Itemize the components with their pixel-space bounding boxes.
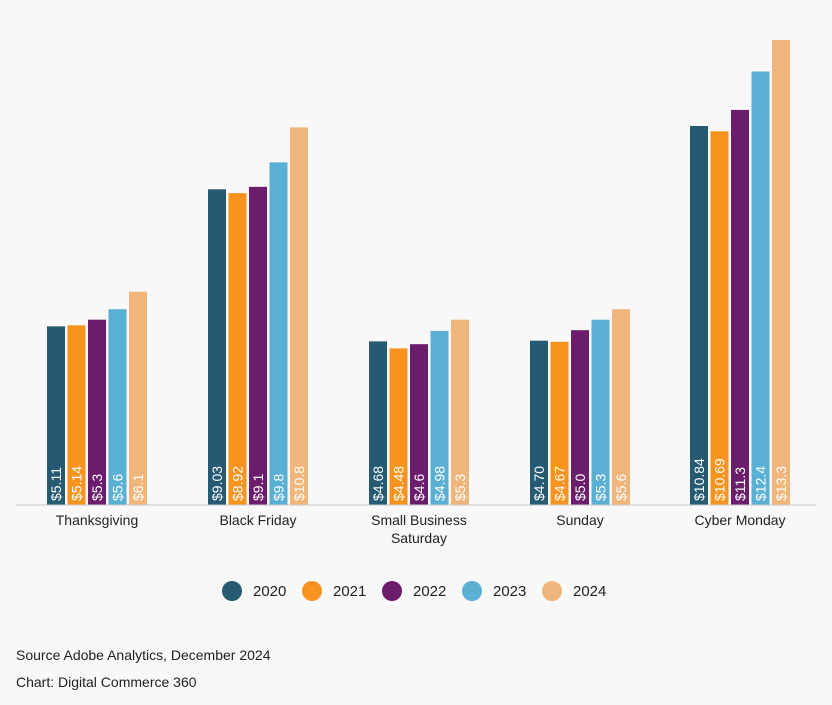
data-label-thanksgiving-2024: $6.1 — [130, 474, 146, 501]
bar-thanksgiving-2022 — [88, 319, 106, 505]
bar-sunday-2022 — [571, 330, 589, 505]
data-label-cyber-monday-2020: $10.84 — [691, 458, 707, 501]
bar-black-friday-2021 — [228, 193, 247, 505]
data-label-sunday-2023: $5.3 — [593, 474, 609, 501]
data-label-black-friday-2021: $8.92 — [230, 466, 246, 501]
data-label-sunday-2022: $5.0 — [572, 474, 588, 501]
bar-cyber-monday-2023 — [751, 71, 770, 505]
bar-small-business-saturday-2020 — [369, 341, 387, 505]
legend-swatch-2020 — [222, 581, 242, 601]
data-label-thanksgiving-2021: $5.14 — [69, 466, 85, 501]
category-label-cyber-monday: Cyber Monday — [694, 512, 785, 528]
bar-black-friday-2022 — [249, 186, 267, 505]
legend-swatch-2022 — [382, 581, 402, 601]
source-note: Source Adobe Analytics, December 2024 — [16, 647, 271, 663]
data-label-small-business-saturday-2020: $4.68 — [370, 466, 386, 501]
bars-layer — [47, 40, 790, 506]
category-label-black-friday: Black Friday — [219, 512, 296, 528]
category-label-small-business-saturday-line-1: Small Business — [371, 512, 467, 528]
data-label-sunday-2021: $4.67 — [552, 466, 568, 501]
legend: 2020 2021 2022 2023 2024 — [222, 581, 606, 601]
bar-thanksgiving-2021 — [67, 325, 86, 505]
bar-black-friday-2020 — [208, 189, 226, 506]
bar-thanksgiving-2024 — [129, 291, 147, 505]
bar-sunday-2020 — [530, 340, 548, 505]
bar-cyber-monday-2020 — [690, 126, 708, 505]
data-label-black-friday-2020: $9.03 — [209, 466, 225, 501]
category-label-thanksgiving: Thanksgiving — [56, 512, 139, 528]
data-label-small-business-saturday-2023: $4.98 — [432, 466, 448, 501]
data-label-cyber-monday-2022: $11.3 — [732, 467, 748, 501]
data-label-small-business-saturday-2024: $5.3 — [452, 474, 468, 501]
data-label-sunday-2024: $5.6 — [613, 474, 629, 501]
legend-swatch-2021 — [302, 581, 322, 601]
data-label-black-friday-2022: $9.1 — [250, 474, 266, 501]
category-labels: Thanksgiving Black Friday Small Business Sa… — [56, 512, 786, 546]
category-label-sunday: Sunday — [556, 512, 603, 528]
data-label-black-friday-2023: $9.8 — [271, 474, 287, 501]
bar-small-business-saturday-2021 — [389, 348, 408, 505]
bar-cyber-monday-2022 — [731, 109, 749, 506]
bar-thanksgiving-2023 — [108, 309, 127, 505]
data-label-sunday-2020: $4.70 — [531, 466, 547, 501]
data-label-cyber-monday-2023: $12.4 — [753, 466, 769, 501]
data-label-cyber-monday-2021: $10.69 — [712, 458, 728, 501]
data-label-cyber-monday-2024: $13.3 — [773, 466, 789, 501]
bar-labels-layer: $5.11 $5.14 $5.3 $5.6 $6.1 $9.03 $8.92 $9.1 $9.8… — [48, 458, 789, 501]
data-label-thanksgiving-2023: $5.6 — [110, 474, 126, 501]
data-label-thanksgiving-2022: $5.3 — [89, 474, 105, 501]
legend-label-2021: 2021 — [333, 583, 366, 600]
bar-black-friday-2023 — [269, 162, 288, 505]
bar-sunday-2021 — [550, 341, 569, 505]
bar-chart: $5.11 $5.14 $5.3 $5.6 $6.1 $9.03 $8.92 $9.1 $9.8… — [16, 40, 816, 601]
bar-small-business-saturday-2022 — [410, 344, 428, 505]
data-label-small-business-saturday-2021: $4.48 — [391, 466, 407, 501]
data-label-black-friday-2024: $10.8 — [291, 466, 307, 501]
bar-small-business-saturday-2023 — [430, 330, 449, 505]
bar-sunday-2024 — [612, 309, 630, 505]
bar-cyber-monday-2024 — [772, 40, 790, 505]
chart-credit: Chart: Digital Commerce 360 — [16, 674, 197, 690]
legend-label-2024: 2024 — [573, 583, 606, 600]
bar-cyber-monday-2021 — [710, 131, 729, 505]
data-label-small-business-saturday-2022: $4.6 — [411, 474, 427, 501]
legend-label-2022: 2022 — [413, 583, 446, 600]
bar-sunday-2023 — [591, 319, 610, 505]
legend-label-2020: 2020 — [253, 583, 286, 600]
legend-label-2023: 2023 — [493, 583, 526, 600]
legend-swatch-2024 — [542, 581, 562, 601]
bar-black-friday-2024 — [290, 127, 308, 505]
legend-swatch-2023 — [462, 581, 482, 601]
bar-small-business-saturday-2024 — [451, 319, 469, 505]
category-label-small-business-saturday-line-2: Saturday — [391, 530, 447, 546]
bar-thanksgiving-2020 — [47, 326, 65, 505]
data-label-thanksgiving-2020: $5.11 — [48, 467, 64, 501]
